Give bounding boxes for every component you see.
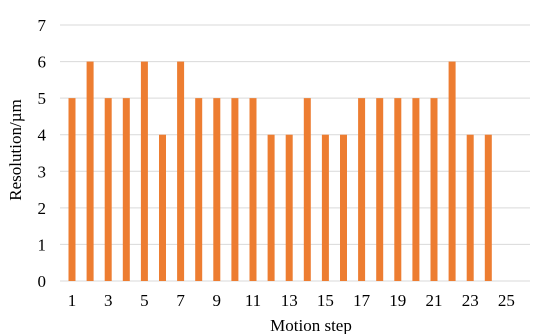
bar bbox=[466, 134, 474, 281]
bar bbox=[484, 134, 492, 281]
bar bbox=[340, 134, 347, 281]
bar bbox=[195, 98, 203, 282]
y-tick-label: 4 bbox=[38, 126, 47, 145]
x-tick-label: 21 bbox=[426, 291, 443, 310]
bar bbox=[448, 61, 456, 282]
bar bbox=[303, 98, 311, 282]
bar bbox=[122, 98, 130, 282]
bar bbox=[177, 61, 185, 282]
bar bbox=[376, 98, 384, 282]
x-tick-label: 15 bbox=[317, 291, 334, 310]
bar bbox=[430, 98, 438, 282]
x-tick-label: 7 bbox=[176, 291, 185, 310]
bar bbox=[249, 98, 257, 282]
x-tick-label: 1 bbox=[68, 291, 77, 310]
x-tick-label: 19 bbox=[389, 291, 406, 310]
bar bbox=[285, 134, 293, 281]
gridlines bbox=[60, 24, 530, 282]
bars bbox=[68, 61, 492, 282]
x-tick-labels: 1 3 5 7 9 11 13 15 17 19 21 23 25 bbox=[68, 291, 515, 310]
bar bbox=[86, 61, 94, 282]
y-tick-label: 6 bbox=[38, 53, 47, 72]
y-tick-labels: 0 1 2 3 4 5 6 7 bbox=[38, 16, 47, 291]
bar bbox=[358, 98, 366, 282]
x-tick-label: 23 bbox=[462, 291, 479, 310]
x-tick-label: 9 bbox=[213, 291, 222, 310]
y-tick-label: 5 bbox=[38, 89, 47, 108]
y-tick-label: 3 bbox=[38, 162, 47, 181]
bar bbox=[231, 98, 239, 282]
x-tick-label: 5 bbox=[140, 291, 149, 310]
x-tick-label: 13 bbox=[281, 291, 298, 310]
y-axis-title: Resolution/µm bbox=[6, 99, 25, 200]
bar bbox=[321, 134, 329, 281]
bar bbox=[267, 134, 275, 281]
bar bbox=[213, 98, 221, 282]
x-tick-label: 3 bbox=[104, 291, 113, 310]
x-tick-label: 11 bbox=[245, 291, 261, 310]
x-axis-title: Motion step bbox=[270, 316, 352, 334]
bar bbox=[412, 98, 420, 282]
x-tick-label: 17 bbox=[353, 291, 371, 310]
bar bbox=[68, 98, 76, 282]
x-tick-label: 25 bbox=[498, 291, 515, 310]
y-tick-label: 7 bbox=[38, 16, 47, 35]
bar bbox=[159, 134, 166, 281]
bar bbox=[140, 61, 148, 282]
bar bbox=[104, 98, 112, 282]
y-tick-label: 2 bbox=[38, 199, 47, 218]
bar bbox=[394, 98, 402, 282]
y-tick-label: 1 bbox=[38, 235, 47, 254]
y-tick-label: 0 bbox=[38, 272, 47, 291]
